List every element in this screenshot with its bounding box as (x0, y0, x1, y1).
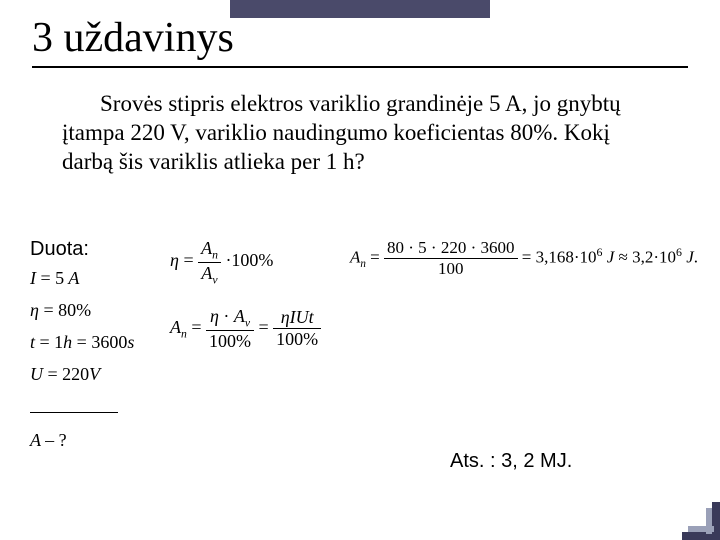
answer-text: Ats. : 3, 2 MJ. (450, 450, 572, 473)
formula-eta: η = An Av ·100% (170, 238, 273, 286)
given-eta: η = 80% (30, 300, 91, 321)
problem-statement: Srovės stipris elektros variklio grandin… (62, 90, 662, 176)
given-I: I = 5 A (30, 268, 79, 289)
given-divider (30, 412, 118, 413)
given-U: U = 220V (30, 364, 100, 385)
find-A: A – ? (30, 430, 67, 451)
decorative-top-bar (230, 0, 490, 18)
formula-An: An = η · Av 100% = ηIUt 100% (170, 306, 321, 352)
given-t: t = 1h = 3600s (30, 332, 134, 353)
given-label: Duota: (30, 238, 89, 261)
slide-title: 3 uždavinys (32, 14, 234, 62)
title-underline (32, 66, 688, 68)
formula-calc: An = 80 · 5 · 220 · 3600 100 = 3,168·106… (350, 238, 698, 279)
corner-accent-icon (682, 502, 720, 540)
problem-text: Srovės stipris elektros variklio grandin… (62, 91, 621, 174)
